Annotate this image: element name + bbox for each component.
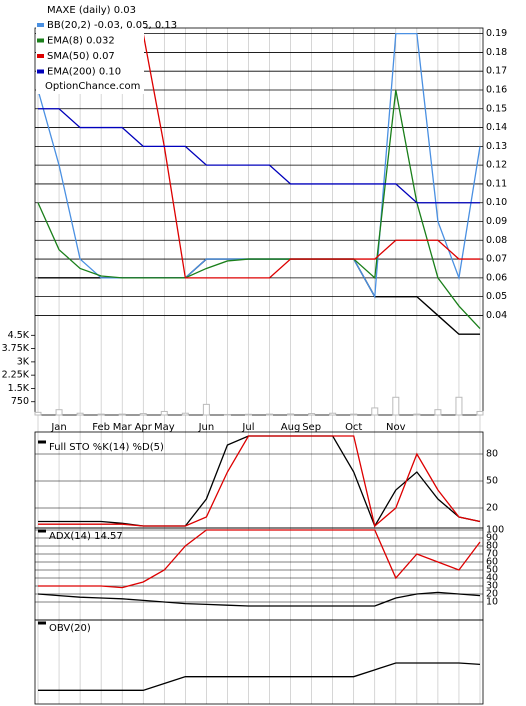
y-tick-label: 4.5K — [8, 330, 30, 341]
volume-bar — [118, 413, 126, 416]
x-tick-label: Jul — [241, 422, 254, 433]
volume-bar — [455, 396, 463, 416]
legend-entry: BB(20,2) -0.03, 0.05, 0.13 — [47, 20, 177, 31]
x-tick-label: Sep — [302, 422, 321, 433]
volume-bar — [223, 413, 231, 416]
volume-bar — [202, 403, 210, 416]
volume-bar — [392, 396, 400, 416]
y-tick-label: 3K — [17, 356, 30, 367]
y-tick-label: 10 — [486, 597, 498, 608]
y-tick-label: 60 — [486, 557, 498, 568]
y-tick-label: 100 — [486, 525, 504, 536]
panel-title: Full STO %K(14) %D(5) — [49, 442, 164, 453]
volume-bar — [160, 410, 168, 416]
volume-bar — [181, 412, 189, 416]
y-tick-label: 0.09 — [486, 216, 507, 227]
y-tick-label: 0.08 — [486, 235, 507, 246]
volume-bar — [139, 413, 147, 416]
title-icon — [38, 440, 46, 444]
y-tick-label: 0.17 — [486, 66, 507, 77]
panel-title: ADX(14) 14.57 — [49, 531, 123, 542]
volume-bar — [329, 412, 337, 416]
volume-bar — [476, 410, 484, 416]
y-tick-label: 70 — [486, 549, 498, 560]
y-tick-label: 0.12 — [486, 160, 507, 171]
volume-bar — [371, 407, 379, 416]
volume-bar — [287, 413, 295, 416]
y-tick-label: 80 — [486, 541, 498, 552]
x-tick-label: Nov — [386, 422, 406, 433]
y-tick-label: 20 — [486, 589, 498, 600]
volume-bar — [350, 413, 358, 416]
panel-title: OBV(20) — [49, 623, 91, 634]
legend-swatch — [37, 38, 44, 43]
y-tick-label: 0.05 — [486, 291, 507, 302]
x-tick-label: Mar — [113, 422, 133, 433]
y-tick-label: 0.19 — [486, 28, 507, 39]
y-tick-label: 90 — [486, 533, 498, 544]
y-tick-label: 0.10 — [486, 197, 507, 208]
volume-bar — [266, 413, 274, 416]
y-tick-label: 30 — [486, 581, 498, 592]
y-tick-label: 0.15 — [486, 103, 507, 114]
y-tick-label: 40 — [486, 573, 498, 584]
watermark: OptionChance.com — [45, 81, 140, 92]
y-tick-label: 20 — [486, 503, 498, 514]
volume-bar — [434, 409, 442, 416]
series-line — [142, 33, 480, 279]
x-tick-label: Oct — [345, 422, 362, 433]
series-line — [37, 591, 481, 607]
y-tick-label: 50 — [486, 565, 498, 576]
volume-bar — [413, 413, 421, 416]
x-tick-label: Jun — [198, 422, 215, 433]
y-tick-label: 0.16 — [486, 84, 507, 95]
y-tick-label: 0.18 — [486, 47, 507, 58]
volume-bar — [244, 413, 252, 416]
y-tick-label: 750 — [11, 396, 29, 407]
legend-swatch — [37, 23, 44, 27]
y-tick-label: 2.25K — [2, 370, 30, 381]
y-tick-label: 0.04 — [486, 310, 507, 321]
y-tick-label: 0.14 — [486, 122, 507, 133]
legend-swatch — [37, 54, 44, 58]
y-tick-label: 0.11 — [486, 178, 507, 189]
y-tick-label: 0.06 — [486, 272, 507, 283]
series-line — [38, 435, 481, 528]
x-tick-label: Apr — [135, 422, 153, 433]
x-tick-label: May — [154, 422, 175, 433]
y-tick-label: 1.5K — [8, 383, 30, 394]
panel-frame — [34, 619, 484, 705]
chart-title: MAXE (daily) 0.03 — [47, 5, 136, 16]
y-tick-label: 50 — [486, 476, 498, 487]
volume-bar — [76, 412, 84, 416]
y-tick-label: 0.13 — [486, 141, 507, 152]
volume-bar — [308, 413, 316, 416]
volume-bar — [34, 411, 42, 416]
y-tick-label: 3.75K — [2, 343, 30, 354]
title-bg — [36, 1, 144, 94]
series-line — [38, 662, 481, 691]
y-tick-label: 0.07 — [486, 254, 507, 265]
legend-entry: EMA(200) 0.10 — [47, 67, 121, 78]
volume-bar — [97, 413, 105, 416]
series-line — [38, 529, 481, 589]
legend-swatch — [37, 69, 44, 74]
title-icon — [38, 529, 46, 533]
x-tick-label: Feb — [92, 422, 110, 433]
series-line — [38, 108, 480, 204]
y-tick-label: 80 — [486, 449, 498, 460]
legend-entry: SMA(50) 0.07 — [47, 51, 115, 62]
x-tick-label: Aug — [281, 422, 301, 433]
x-tick-label: Jan — [50, 422, 66, 433]
series-line — [37, 89, 481, 330]
volume-bar — [55, 409, 63, 416]
title-icon — [38, 621, 46, 625]
legend-entry: EMA(8) 0.032 — [47, 36, 115, 47]
